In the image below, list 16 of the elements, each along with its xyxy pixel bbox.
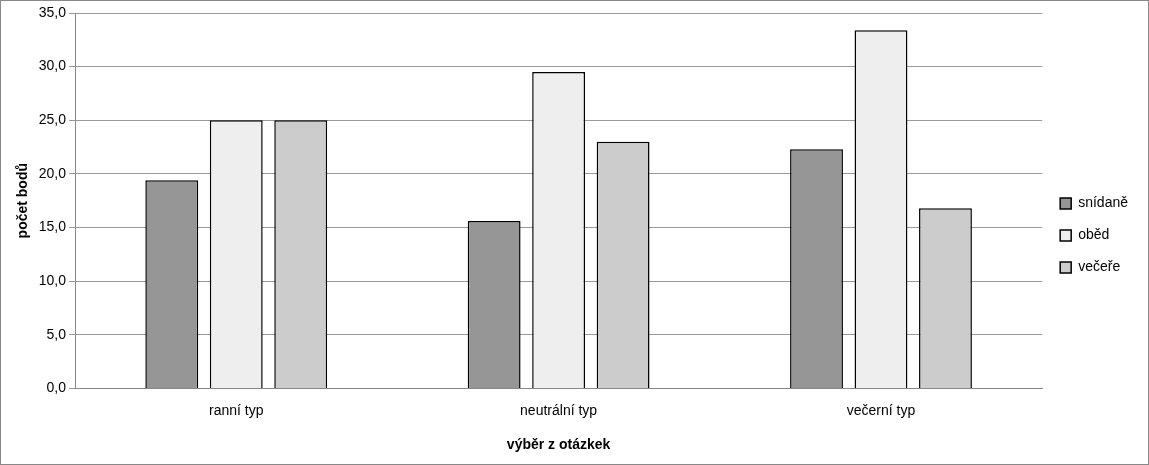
y-tick-label: 15,0 (38, 218, 67, 235)
y-tick-label: 30,0 (38, 57, 67, 74)
x-tick-label: ranní typ (208, 401, 264, 418)
y-tick-label: 20,0 (38, 164, 67, 181)
x-axis-title: výběr z otázkek (506, 436, 611, 453)
x-tick-label: večerní typ (846, 401, 916, 418)
legend-label: večeře (1078, 258, 1121, 275)
x-tick-label: neutrální typ (520, 401, 598, 418)
legend-label: oběd (1078, 226, 1110, 243)
y-tick-label: 35,0 (38, 3, 67, 20)
y-tick-label: 25,0 (38, 111, 67, 128)
y-tick-label: 10,0 (38, 272, 67, 288)
legend-label: snídaně (1078, 194, 1129, 211)
y-tick-label: 0,0 (46, 379, 67, 396)
y-axis-title: počet bodů (14, 162, 31, 239)
y-tick-label: 5,0 (46, 325, 67, 342)
